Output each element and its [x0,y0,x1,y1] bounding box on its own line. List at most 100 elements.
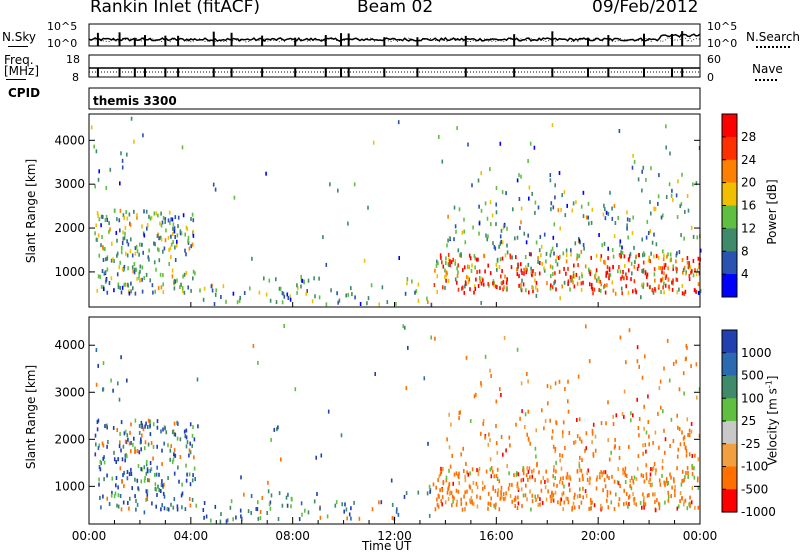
data-point [350,506,352,511]
data-point [652,492,654,497]
data-point [588,359,591,364]
data-point [140,439,142,444]
data-point [633,245,635,250]
data-point [156,419,159,424]
data-point [599,279,601,284]
data-point [604,207,606,212]
data-point [152,444,155,449]
data-point [320,453,323,458]
data-point [491,213,494,218]
data-point [584,489,587,494]
data-point [658,173,660,178]
data-point [167,507,170,512]
data-point [118,218,121,223]
data-point [669,252,672,257]
data-point [658,284,660,289]
data-point [411,279,413,284]
data-point [140,437,142,442]
data-point [681,291,684,296]
colorbar-tick-label: 12 [741,221,756,235]
data-point [691,466,694,471]
data-point [143,209,145,214]
data-point [552,492,555,497]
data-point [507,486,510,491]
data-point [117,457,119,462]
data-point [618,446,621,450]
data-point [124,453,127,458]
data-point [517,501,520,506]
data-point [603,259,605,264]
data-point [354,295,356,300]
data-point [642,284,644,289]
data-point [438,474,441,479]
data-point [162,427,164,432]
data-point [635,502,637,507]
data-point [546,281,548,286]
data-point [521,504,523,509]
data-point [124,282,127,287]
data-point [499,496,502,501]
data-point [469,256,472,261]
data-point [678,250,681,255]
data-point [130,237,132,242]
data-point [158,248,160,253]
data-point [559,476,562,481]
data-point [694,505,696,510]
data-point [110,276,113,281]
velocity-colorbar-label-exp: -1 [764,380,774,389]
data-point [500,489,502,494]
data-point [214,292,217,297]
data-point [437,478,439,483]
data-point [622,471,624,476]
data-point [459,253,461,258]
data-point [127,242,130,247]
data-point [500,274,502,279]
colorbar-tick-label: -25 [741,437,761,451]
data-point [550,274,552,279]
nsky-frame [88,23,701,47]
data-point [555,420,557,425]
data-point [193,437,196,442]
data-point [676,413,678,418]
data-point [569,275,572,280]
data-point [119,228,121,233]
data-point [666,481,669,486]
data-point [494,505,497,510]
data-point [439,253,442,258]
data-point [662,409,664,414]
data-point [518,283,520,288]
data-point [455,502,458,507]
data-point [474,265,476,270]
data-point [156,444,158,449]
date-title: 09/Feb/2012 [592,0,699,17]
data-point [559,453,561,458]
data-point [334,503,337,508]
data-point [554,195,556,200]
data-point [549,178,552,183]
data-point [651,240,654,245]
data-point [449,464,452,469]
data-point [554,476,556,480]
data-point [122,444,125,449]
colorbar-swatch [722,159,737,184]
nave-legend-line [755,79,777,81]
data-point [586,471,588,476]
data-point [151,501,153,506]
data-point [487,506,489,511]
data-point [576,253,579,258]
data-point [569,476,572,481]
data-point [160,223,163,228]
data-point [135,498,137,503]
data-point [502,280,505,285]
data-point [550,283,552,288]
colorbar-tick-label: -500 [741,482,768,496]
data-point [257,500,259,505]
data-point [585,494,588,499]
data-point [275,300,278,305]
data-point [544,419,547,424]
data-point [560,466,563,471]
data-point [473,254,476,258]
data-point [484,201,487,206]
data-point [136,249,139,254]
data-point [626,210,628,215]
